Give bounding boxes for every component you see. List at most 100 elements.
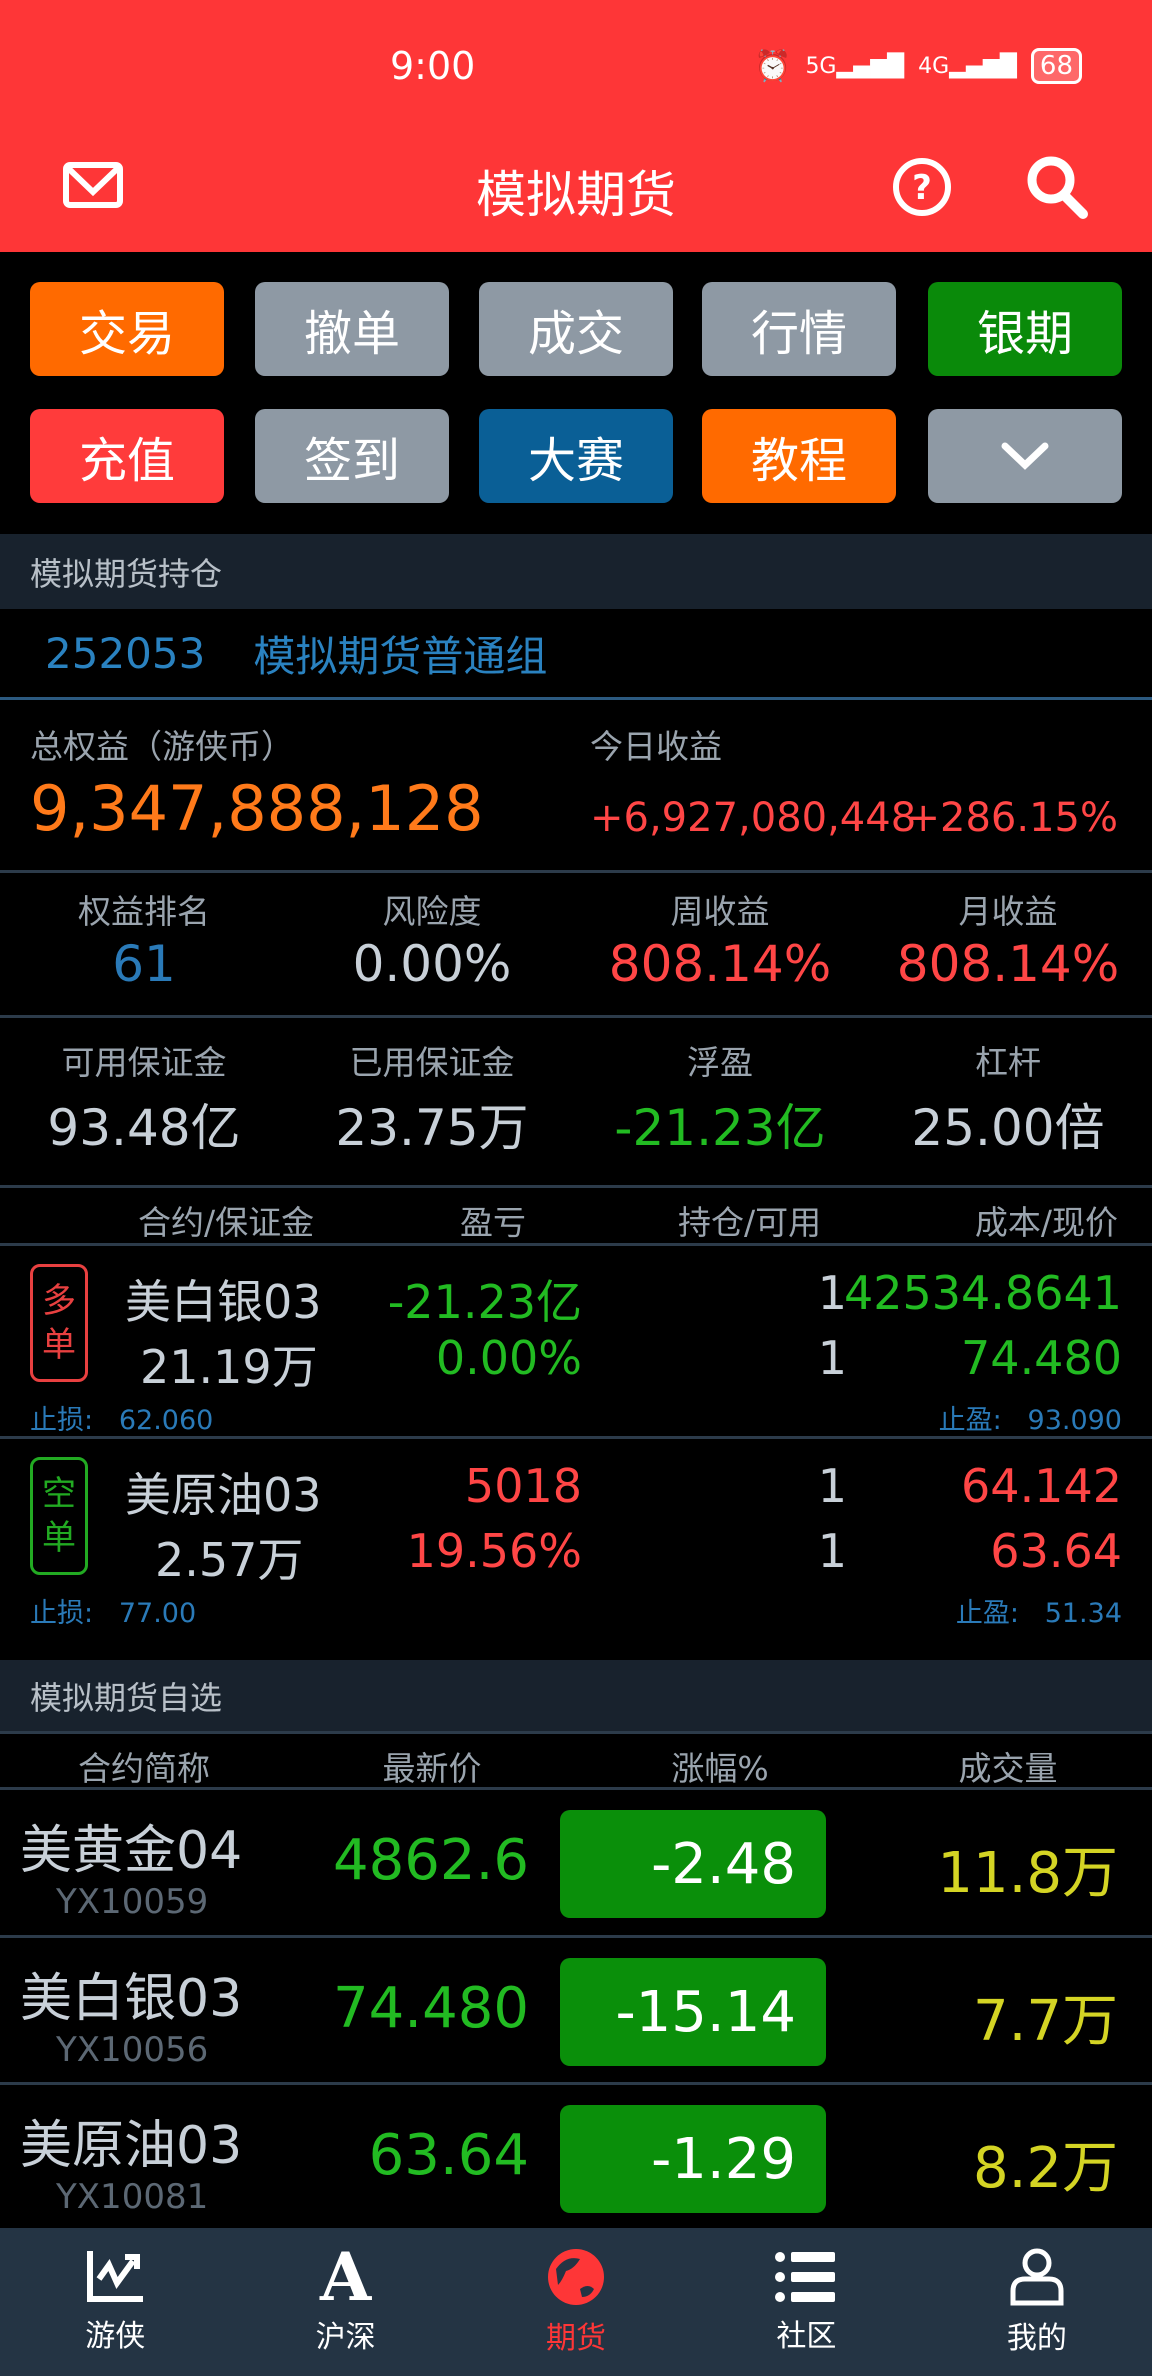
position-hold: 1 bbox=[817, 1459, 847, 1513]
cancel-order-button[interactable]: 撤单 bbox=[255, 282, 449, 376]
nav-youxia[interactable]: 游侠 bbox=[0, 2228, 230, 2376]
weekly-return-value: 808.14% bbox=[608, 935, 832, 993]
nav-hushen[interactable]: A 沪深 bbox=[315, 2238, 376, 2355]
short-badge: 空单 bbox=[30, 1457, 88, 1575]
available-margin-label: 可用保证金 bbox=[61, 1043, 227, 1082]
user-icon bbox=[1010, 2248, 1064, 2306]
rank-label: 权益排名 bbox=[78, 892, 210, 931]
bank-futures-button[interactable]: 银期 bbox=[928, 282, 1122, 376]
watchlist-section-header: 模拟期货自选 bbox=[0, 1660, 1152, 1732]
nav-futures[interactable]: 期货 bbox=[461, 2228, 691, 2376]
bottom-nav: 游侠 A 沪深 期货 社区 我的 bbox=[0, 2228, 1152, 2376]
chart-trend-icon bbox=[87, 2251, 144, 2302]
contract-name: 美黄金04 bbox=[20, 1821, 243, 1881]
col-change-pct: 涨幅% bbox=[671, 1749, 769, 1788]
today-profit-pct: +286.15% bbox=[906, 795, 1118, 841]
last-price: 63.64 bbox=[368, 2123, 529, 2188]
position-hold: 1 bbox=[817, 1266, 847, 1320]
position-name: 美白银03 bbox=[125, 1275, 322, 1329]
rank-value: 61 bbox=[112, 935, 176, 993]
leverage-label: 杠杆 bbox=[975, 1043, 1041, 1082]
col-position: 持仓/可用 bbox=[678, 1203, 822, 1242]
today-profit-amount: +6,927,080,448 bbox=[590, 795, 917, 841]
volume: 11.8万 bbox=[937, 1841, 1118, 1906]
col-pnl: 盈亏 bbox=[460, 1203, 526, 1242]
stop-loss: 止损: 77.00 bbox=[30, 1598, 197, 1629]
expand-more-button[interactable] bbox=[928, 409, 1122, 503]
position-row[interactable]: 空单 美原油03 2.57万 5018 19.56% 1 1 64.142 63… bbox=[0, 1439, 1152, 1655]
take-profit: 止盈: 93.090 bbox=[938, 1405, 1122, 1436]
watchlist-table-header: 合约简称 最新价 涨幅% 成交量 bbox=[0, 1734, 1152, 1788]
contract-code: YX10081 bbox=[56, 2177, 209, 2217]
check-in-button[interactable]: 签到 bbox=[255, 409, 449, 503]
contract-name: 美原油03 bbox=[20, 2116, 243, 2176]
chevron-down-icon bbox=[1001, 442, 1049, 470]
mail-icon[interactable] bbox=[62, 160, 124, 210]
position-avail: 1 bbox=[817, 1524, 847, 1578]
col-name: 合约简称 bbox=[78, 1749, 210, 1788]
total-equity-value: 9,347,888,128 bbox=[30, 772, 484, 845]
letter-a-icon: A bbox=[320, 2238, 372, 2316]
positions-table-header: 合约/保证金 盈亏 持仓/可用 成本/现价 bbox=[0, 1188, 1152, 1243]
help-icon[interactable]: ? bbox=[890, 155, 954, 219]
contract-name: 美白银03 bbox=[20, 1969, 243, 2029]
signal-4g-icon: 4G▂▄▆█ bbox=[918, 53, 1017, 79]
page-title: 模拟期货 bbox=[476, 166, 676, 224]
status-icons: ⏰ 5G▂▄▆█ 4G▂▄▆█ 68 bbox=[754, 48, 1082, 84]
stop-loss: 止损: 62.060 bbox=[30, 1405, 214, 1436]
stats-row: 权益排名 61 风险度 0.00% 周收益 808.14% 月收益 808.14… bbox=[0, 873, 1152, 1016]
today-profit-label: 今日收益 bbox=[590, 727, 722, 766]
risk-value: 0.00% bbox=[352, 935, 512, 993]
used-margin-value: 23.75万 bbox=[335, 1099, 529, 1157]
contract-code: YX10059 bbox=[56, 1882, 209, 1922]
last-price: 74.480 bbox=[333, 1976, 529, 2041]
floating-pnl-label: 浮盈 bbox=[687, 1043, 753, 1082]
quotes-button[interactable]: 行情 bbox=[702, 282, 896, 376]
position-name: 美原油03 bbox=[125, 1468, 322, 1522]
leverage-value: 25.00倍 bbox=[911, 1099, 1105, 1157]
position-price: 74.480 bbox=[961, 1331, 1122, 1385]
battery-icon: 68 bbox=[1030, 48, 1082, 84]
watchlist-row[interactable]: 美白银03 YX10056 74.480 -15.14 7.7万 bbox=[0, 1938, 1152, 2083]
svg-text:?: ? bbox=[912, 168, 932, 208]
position-pnl-pct: 0.00% bbox=[435, 1331, 582, 1385]
list-icon bbox=[775, 2252, 836, 2302]
position-pnl: -21.23亿 bbox=[387, 1275, 582, 1329]
position-cost: 42534.8641 bbox=[843, 1266, 1122, 1320]
position-pnl-pct: 19.56% bbox=[406, 1524, 582, 1578]
alarm-icon: ⏰ bbox=[754, 48, 792, 84]
margin-row: 可用保证金 93.48亿 已用保证金 23.75万 浮盈 -21.23亿 杠杆 … bbox=[0, 1018, 1152, 1186]
watchlist-row[interactable]: 美黄金04 YX10059 4862.6 -2.48 11.8万 bbox=[0, 1790, 1152, 1935]
contest-button[interactable]: 大赛 bbox=[479, 409, 673, 503]
globe-icon bbox=[548, 2249, 605, 2305]
deposit-button[interactable]: 充值 bbox=[30, 409, 224, 503]
trade-button[interactable]: 交易 bbox=[30, 282, 224, 376]
status-time: 9:00 bbox=[390, 44, 476, 88]
app-header: 9:00 ⏰ 5G▂▄▆█ 4G▂▄▆█ 68 模拟期货 ? bbox=[0, 0, 1152, 252]
watchlist-row[interactable]: 美原油03 YX10081 63.64 -1.29 8.2万 bbox=[0, 2085, 1152, 2228]
contract-code: YX10056 bbox=[56, 2030, 209, 2070]
used-margin-label: 已用保证金 bbox=[349, 1043, 515, 1082]
position-avail: 1 bbox=[817, 1331, 847, 1385]
total-equity-label: 总权益（游侠币） bbox=[30, 727, 294, 766]
filled-orders-button[interactable]: 成交 bbox=[479, 282, 673, 376]
nav-mine[interactable]: 我的 bbox=[922, 2228, 1152, 2376]
account-row[interactable]: 252053 模拟期货普通组 bbox=[0, 609, 1152, 700]
position-cost: 64.142 bbox=[961, 1459, 1122, 1513]
account-group: 模拟期货普通组 bbox=[253, 631, 548, 681]
floating-pnl-value: -21.23亿 bbox=[614, 1099, 826, 1157]
risk-label: 风险度 bbox=[382, 892, 482, 931]
monthly-return-label: 月收益 bbox=[958, 892, 1058, 931]
search-icon[interactable] bbox=[1022, 152, 1092, 222]
position-pnl: 5018 bbox=[464, 1459, 582, 1513]
position-row[interactable]: 多单 美白银03 21.19万 -21.23亿 0.00% 1 1 42534.… bbox=[0, 1246, 1152, 1436]
col-contract: 合约/保证金 bbox=[138, 1203, 315, 1242]
change-badge: -1.29 bbox=[560, 2105, 826, 2213]
signal-5g-icon: 5G▂▄▆█ bbox=[805, 53, 905, 79]
account-id: 252053 bbox=[45, 628, 206, 678]
col-cost-price: 成本/现价 bbox=[974, 1203, 1118, 1242]
change-badge: -2.48 bbox=[560, 1810, 826, 1918]
position-price: 63.64 bbox=[990, 1524, 1122, 1578]
nav-community[interactable]: 社区 bbox=[691, 2228, 921, 2376]
tutorial-button[interactable]: 教程 bbox=[702, 409, 896, 503]
